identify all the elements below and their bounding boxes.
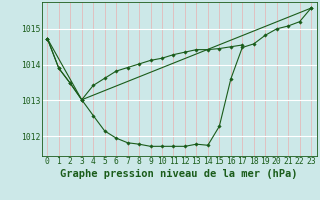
X-axis label: Graphe pression niveau de la mer (hPa): Graphe pression niveau de la mer (hPa) (60, 169, 298, 179)
